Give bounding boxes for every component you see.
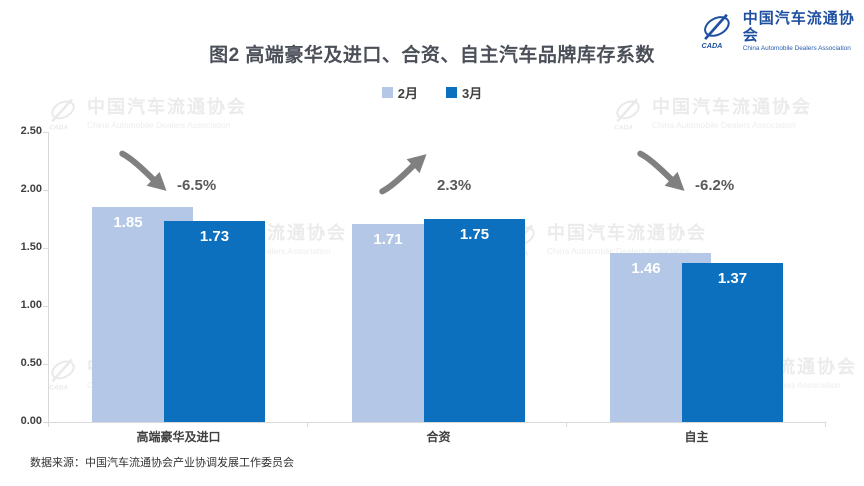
bar-value-label: 1.73 [199, 228, 230, 245]
legend-item: 3月 [446, 83, 482, 102]
y-tick-label: 1.50 [20, 241, 42, 253]
y-tick-label: 2.00 [20, 183, 42, 195]
y-tick-label: 0.00 [20, 415, 42, 427]
legend-swatch [381, 87, 393, 98]
y-tick-label: 2.50 [20, 125, 42, 137]
watermark-text-en: China Automobile Dealers Association [652, 119, 796, 130]
bar-value-label: 1.85 [113, 214, 143, 231]
bar-value-label: 1.71 [373, 231, 403, 248]
category-label: 合资 [426, 430, 451, 444]
cada-swoosh-icon: CADA [702, 13, 730, 50]
bar-value-label: 1.46 [631, 260, 661, 277]
watermark-swoosh-icon: CADA [614, 98, 640, 132]
y-tick-mark [43, 248, 48, 249]
y-axis-line [48, 132, 49, 422]
watermark-text-cn: 中国汽车流通协会 [652, 96, 812, 118]
legend-swatch [446, 87, 457, 98]
category-label: 自主 [684, 430, 709, 444]
category-label: 高端豪华及进口 [136, 430, 221, 444]
chart-title: 图2 高端豪华及进口、合资、自主汽车品牌库存系数 [209, 45, 655, 66]
bar-mar: 1.37 [682, 263, 783, 422]
brand-name-cn: 中国汽车流通协会 [742, 9, 855, 44]
cada-logo: CADA 中国汽车流通协会 China Automobile Dealers A… [697, 10, 864, 52]
trend-arrow-down-icon [636, 148, 688, 194]
x-axis-line [48, 422, 825, 423]
watermark-text-cn: 中国汽车流通协会 [547, 222, 707, 244]
watermark-text-en: China Automobile Dealers Association [547, 245, 691, 256]
chart-legend: 2月 3月 [0, 83, 864, 102]
change-percent-label: -6.5% [177, 177, 217, 194]
watermark-swoosh-icon: CADA [49, 98, 75, 132]
legend-label: 2月 [397, 86, 418, 101]
bar-value-label: 1.37 [717, 270, 748, 287]
trend-arrow-down-icon [118, 148, 170, 194]
bar-value-label: 1.75 [459, 226, 490, 243]
watermark-text-en: China Automobile Dealers Association [87, 119, 231, 130]
brand-name-en: China Automobile Dealers Association [742, 45, 851, 52]
x-tick-mark [48, 422, 49, 427]
y-tick-mark [43, 132, 48, 133]
bar-mar: 1.73 [164, 221, 265, 422]
change-percent-label: -6.2% [695, 177, 735, 194]
y-tick-mark [43, 306, 48, 307]
change-percent-label: 2.3% [437, 177, 472, 194]
x-tick-mark [566, 422, 567, 427]
legend-label: 3月 [462, 86, 483, 101]
y-tick-label: 0.50 [20, 357, 42, 369]
y-tick-mark [43, 364, 48, 365]
svg-text:CADA: CADA [49, 125, 68, 132]
cada-abbr: CADA [702, 41, 723, 50]
x-tick-mark [307, 422, 308, 427]
y-tick-label: 1.00 [20, 299, 42, 311]
y-tick-mark [43, 422, 48, 423]
bar-mar: 1.75 [424, 219, 525, 422]
y-tick-mark [43, 190, 48, 191]
legend-item: 2月 [381, 83, 418, 102]
svg-text:CADA: CADA [49, 385, 68, 392]
trend-arrow-up-icon [378, 151, 430, 197]
source-note: 数据来源：中国汽车流通协会产业协调发展工作委员会 [30, 457, 294, 469]
svg-text:CADA: CADA [614, 125, 633, 132]
watermark-swoosh-icon: CADA [49, 358, 75, 392]
x-tick-mark [825, 422, 826, 427]
watermark-text-cn: 中国汽车流通协会 [87, 96, 247, 118]
